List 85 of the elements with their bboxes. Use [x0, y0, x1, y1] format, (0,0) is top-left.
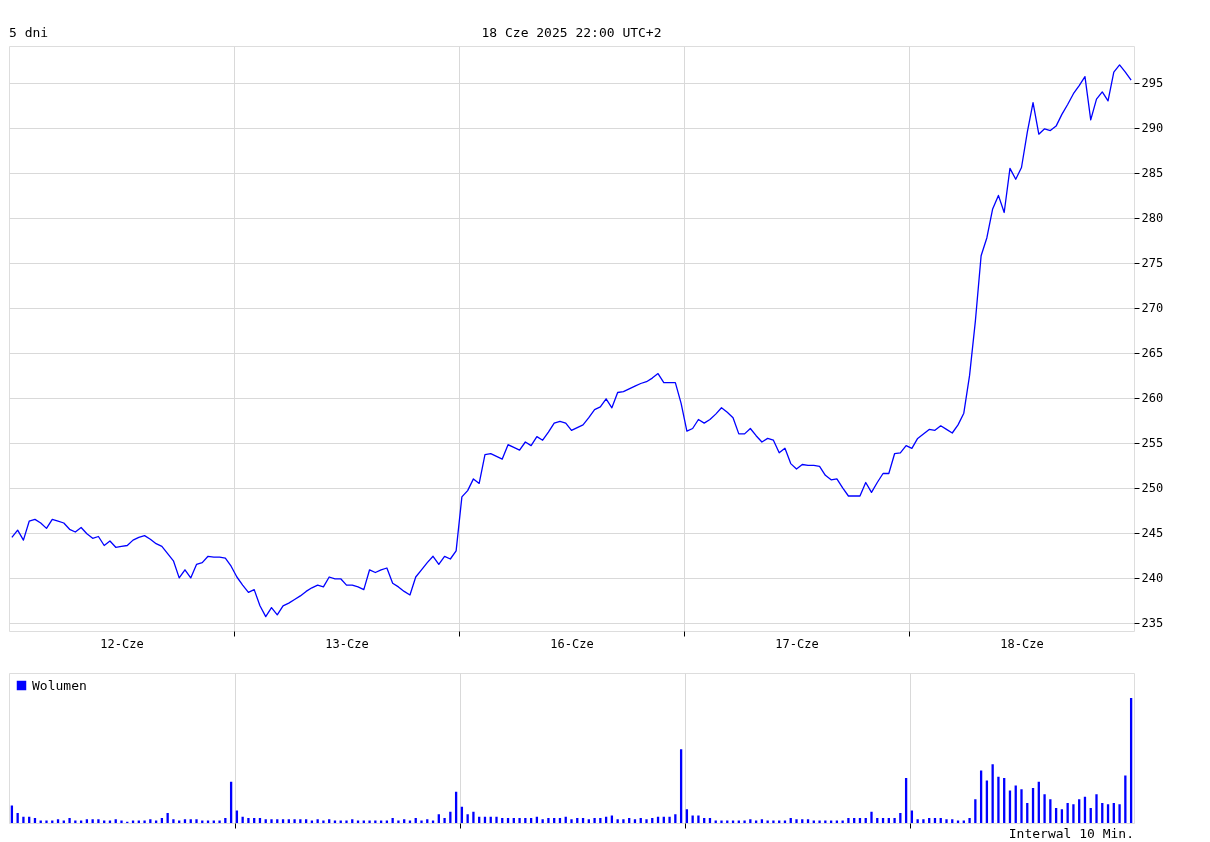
bar [1124, 775, 1127, 823]
bar [974, 799, 977, 823]
bar [374, 820, 377, 823]
bar [1118, 804, 1121, 823]
y-tick-label: 260 [1141, 391, 1164, 406]
bar [443, 818, 446, 823]
bar [195, 819, 198, 823]
bar [172, 819, 175, 823]
bar [795, 819, 798, 823]
bar [743, 820, 746, 823]
bar [345, 820, 348, 823]
bar [870, 811, 873, 823]
bar [74, 820, 77, 823]
bar [524, 818, 527, 823]
bar [299, 819, 302, 823]
bar [824, 820, 827, 823]
bar [22, 816, 25, 823]
bar [518, 818, 521, 823]
bar [1049, 799, 1052, 823]
bar [772, 820, 775, 823]
bar [143, 820, 146, 823]
y-tick-label: 275 [1141, 256, 1164, 271]
y-tick-label: 295 [1141, 76, 1164, 91]
bar [645, 819, 648, 823]
bar [97, 819, 100, 823]
bar [593, 818, 596, 823]
bar [818, 820, 821, 823]
x-tick-label: 12-Cze [100, 636, 144, 651]
bar [247, 818, 250, 823]
bar [224, 818, 227, 823]
bar [437, 814, 440, 823]
y-tick-label: 235 [1141, 616, 1164, 631]
y-tick-label: 245 [1141, 526, 1164, 541]
text: Interwal 10 Min. [1008, 826, 1134, 841]
bar [1043, 794, 1046, 823]
bar [149, 819, 152, 823]
x-tick-label: 16-Cze [550, 636, 594, 651]
bar [570, 819, 573, 823]
bar [997, 776, 1000, 823]
bar [547, 818, 550, 823]
y-tick-label: 270 [1141, 301, 1164, 316]
x-tick-label: 13-Cze [325, 636, 369, 651]
bar [218, 820, 221, 823]
bar [945, 819, 948, 823]
x-tick-label: 17-Cze [775, 636, 819, 651]
bar [495, 816, 498, 823]
bar [45, 820, 48, 823]
legend-label: Wolumen [32, 677, 87, 693]
bar [420, 820, 423, 823]
bar [466, 814, 469, 823]
bar [847, 818, 850, 823]
bar [1020, 789, 1023, 823]
bar [472, 811, 475, 823]
y-tick-label: 290 [1141, 121, 1164, 136]
bar [599, 818, 602, 823]
y-tick-label: 285 [1141, 166, 1164, 181]
bar [922, 819, 925, 823]
bar [270, 819, 273, 823]
y-tick-label: 250 [1141, 481, 1164, 496]
bar [697, 815, 700, 823]
chart-subtitle: 18 Cze 2025 22:00 UTC+2 [481, 25, 662, 40]
bar [674, 814, 677, 823]
bar [293, 819, 296, 823]
bar [622, 819, 625, 823]
y-tick-label: 280 [1141, 211, 1164, 226]
x-tick-label: 18-Cze [1000, 636, 1044, 651]
bar [449, 811, 452, 823]
bar [368, 820, 371, 823]
line-series [11, 64, 1132, 618]
bar [1072, 804, 1075, 823]
bar [668, 816, 671, 823]
bar [899, 813, 902, 823]
bar [397, 820, 400, 823]
bar [68, 818, 71, 823]
bar [322, 820, 325, 823]
bar [120, 820, 123, 823]
y-tick-label: 255 [1141, 436, 1164, 451]
y-tick-label: 265 [1141, 346, 1164, 361]
bar [720, 820, 723, 823]
bar [893, 818, 896, 823]
bar [968, 818, 971, 823]
chart-title: 5 dni [9, 25, 49, 40]
y-tick-label: 240 [1141, 571, 1164, 586]
bar [749, 819, 752, 823]
bar [1095, 794, 1098, 823]
